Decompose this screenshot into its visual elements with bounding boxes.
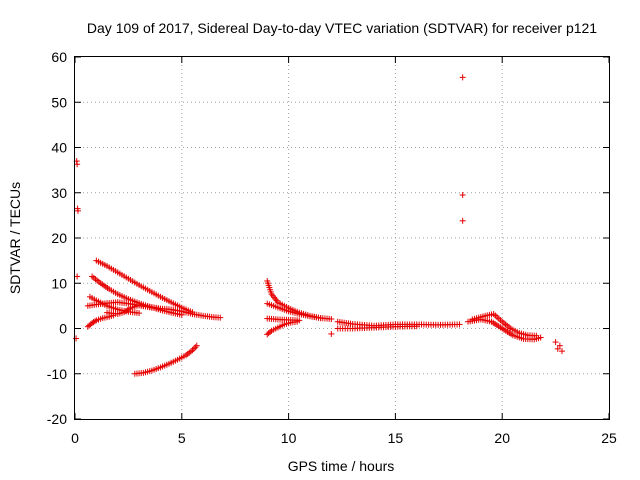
data-point xyxy=(552,339,559,346)
data-point xyxy=(413,323,420,330)
data-point xyxy=(459,192,466,199)
y-tick-label: -10 xyxy=(47,366,67,382)
data-point xyxy=(136,310,143,317)
y-tick-label: 30 xyxy=(51,185,67,201)
x-tick-label: 15 xyxy=(388,430,404,446)
x-axis-label: GPS time / hours xyxy=(288,458,395,474)
axis-ticks: 0 5 10 15 20 25 -20 -10 0 10 20 30 40 50 60 xyxy=(47,49,617,446)
data-point xyxy=(554,345,561,352)
y-tick-label: -20 xyxy=(47,411,67,427)
y-tick-label: 0 xyxy=(59,321,67,337)
data-point xyxy=(537,334,544,341)
data-point xyxy=(110,312,117,319)
data-point xyxy=(556,342,563,349)
data-point xyxy=(91,318,98,325)
plot-frame xyxy=(74,56,610,420)
data-point xyxy=(217,314,224,321)
data-point xyxy=(296,317,303,324)
x-tick-label: 0 xyxy=(71,430,79,446)
data-point xyxy=(456,321,463,328)
x-tick-label: 20 xyxy=(494,430,510,446)
series-isolated-12h xyxy=(328,330,335,337)
data-point xyxy=(328,330,335,337)
data-point xyxy=(74,161,81,168)
data-point xyxy=(74,207,81,214)
data-point xyxy=(459,74,466,81)
data-point xyxy=(328,315,335,322)
data-point xyxy=(74,273,81,280)
series-late-decline-upper xyxy=(469,311,540,339)
series-rising-low xyxy=(84,312,117,330)
series-post-gap-flat xyxy=(264,315,303,324)
series-band-lower xyxy=(334,323,420,332)
y-tick-label: 40 xyxy=(51,140,67,156)
y-tick-label: 10 xyxy=(51,275,67,291)
data-point xyxy=(317,315,324,322)
data-point xyxy=(73,335,80,342)
y-tick-label: 60 xyxy=(51,49,67,65)
data-point xyxy=(192,344,199,351)
data-points xyxy=(73,74,566,377)
y-axis-label: SDTVAR / TECUs xyxy=(7,182,23,294)
y-tick-label: 50 xyxy=(51,94,67,110)
data-point xyxy=(559,348,566,355)
series-isolated-early xyxy=(73,158,81,342)
grid xyxy=(75,57,609,419)
series-negative-arc xyxy=(131,342,200,377)
x-tick-label: 25 xyxy=(601,430,617,446)
chart-title: Day 109 of 2017, Sidereal Day-to-day VTE… xyxy=(87,20,597,36)
series-cluster-around-2h xyxy=(104,301,224,321)
data-point xyxy=(533,332,540,339)
series-late-cluster xyxy=(552,339,566,355)
y-tick-label: 20 xyxy=(51,230,67,246)
data-point xyxy=(190,345,197,352)
series-flat-band xyxy=(334,318,463,329)
series-post-gap-second xyxy=(264,300,324,322)
x-tick-label: 10 xyxy=(281,430,297,446)
data-point xyxy=(459,217,466,224)
data-point xyxy=(193,342,200,349)
data-point xyxy=(267,328,274,335)
series-outliers-18h xyxy=(459,74,466,224)
x-tick-label: 5 xyxy=(178,430,186,446)
